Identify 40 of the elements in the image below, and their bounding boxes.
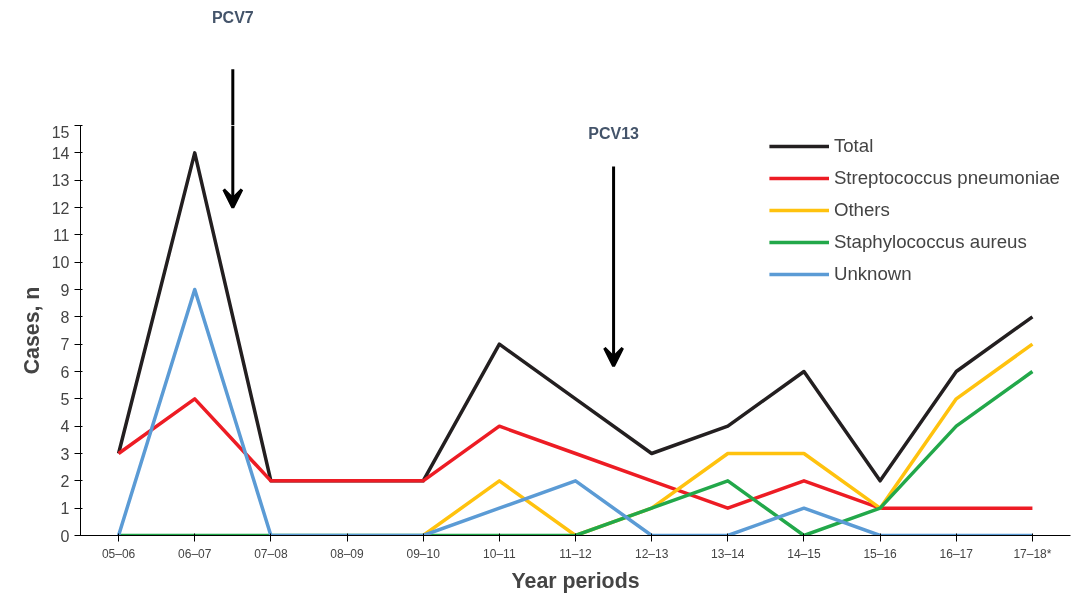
x-tick-label: 17–18* bbox=[1013, 546, 1052, 561]
y-tick-label: 15 bbox=[51, 123, 70, 141]
y-tick-label: 4 bbox=[60, 418, 70, 436]
y-tick-label: 8 bbox=[60, 308, 70, 326]
y-tick-label: 2 bbox=[60, 472, 70, 490]
y-tick-label: 0 bbox=[60, 527, 70, 545]
y-tick-label: 1 bbox=[60, 500, 70, 518]
y-tick-label: 5 bbox=[60, 390, 70, 408]
x-tick-label: 16–17 bbox=[939, 546, 974, 561]
text: PCV7 bbox=[211, 8, 254, 26]
y-tick-label: 14 bbox=[51, 144, 70, 162]
x-tick-label: 06–07 bbox=[178, 546, 212, 561]
x-tick-label: 15–16 bbox=[863, 546, 898, 561]
legend-label: Total bbox=[833, 135, 874, 157]
annotation: PCV13 bbox=[588, 124, 640, 142]
x-tick-label: 07–08 bbox=[254, 546, 288, 561]
y-tick-label: 10 bbox=[51, 254, 70, 272]
x-tick-label: 08–09 bbox=[330, 546, 365, 561]
line-series bbox=[116, 397, 1035, 510]
x-tick-label: 14–15 bbox=[787, 546, 821, 561]
y-tick-label: 7 bbox=[60, 336, 70, 354]
legend-label: Unknown bbox=[833, 263, 912, 285]
y-tick-label: 13 bbox=[51, 172, 70, 190]
legend-label: Streptococcus pneumoniae bbox=[833, 167, 1060, 189]
y-tick-label: 11 bbox=[52, 226, 70, 244]
y-tick-label: 3 bbox=[60, 445, 70, 463]
legend-label: Staphylococcus aureus bbox=[833, 231, 1027, 253]
y-tick-label: 12 bbox=[51, 199, 70, 217]
y-tick-label: 6 bbox=[60, 363, 70, 381]
x-tick-label: 11–12 bbox=[559, 546, 593, 561]
y-tick-label: 9 bbox=[60, 281, 70, 299]
line-series bbox=[116, 287, 1035, 536]
legend-label: Others bbox=[833, 199, 890, 221]
x-axis-title: Year periods bbox=[511, 568, 640, 593]
x-tick-label: 12–13 bbox=[634, 546, 669, 561]
x-tick-label: 10–11 bbox=[483, 546, 516, 561]
x-tick-label: 13–14 bbox=[711, 546, 745, 561]
y-axis-title: Cases, n bbox=[19, 286, 44, 375]
x-tick-label: 05–06 bbox=[101, 546, 136, 561]
x-tick-label: 09–10 bbox=[406, 546, 441, 561]
